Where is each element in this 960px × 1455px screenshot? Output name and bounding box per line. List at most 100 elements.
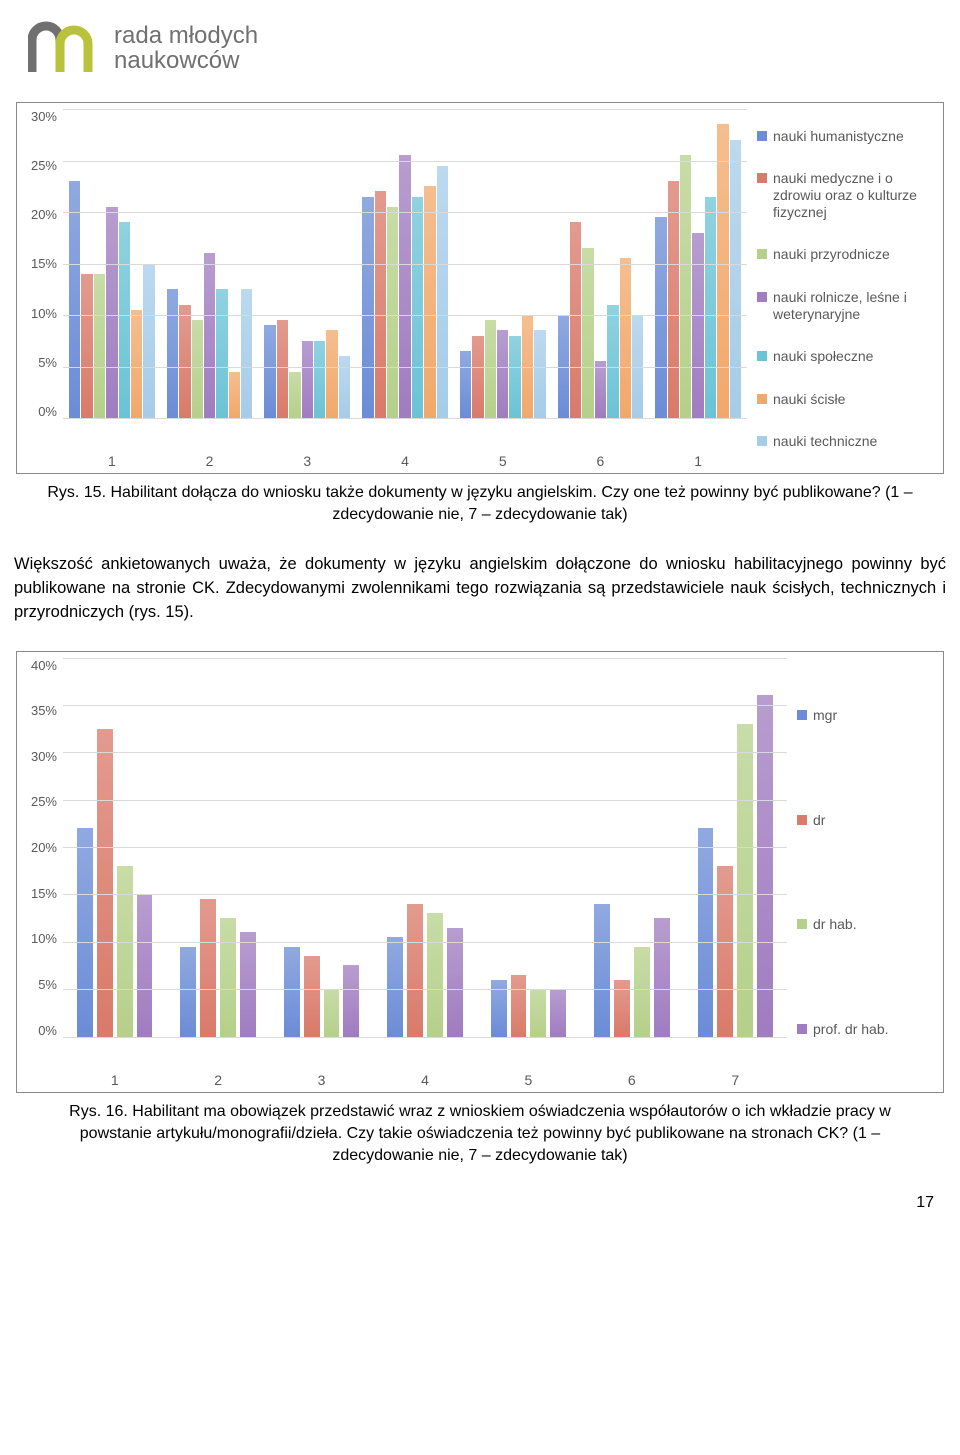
bar	[427, 913, 443, 1036]
legend-item: prof. dr hab.	[797, 1021, 933, 1038]
y-tick: 10%	[31, 306, 57, 321]
legend-swatch	[757, 249, 767, 259]
bar	[757, 695, 773, 1036]
bar	[69, 181, 80, 418]
bar	[302, 341, 313, 418]
bar	[180, 947, 196, 1037]
chart2-x-axis: 1234567	[63, 1072, 787, 1088]
bar	[424, 186, 435, 418]
legend-label: prof. dr hab.	[813, 1021, 889, 1038]
y-tick: 0%	[38, 1023, 57, 1038]
bar	[97, 729, 113, 1037]
y-tick: 30%	[31, 749, 57, 764]
bar	[200, 899, 216, 1036]
bar	[179, 305, 190, 418]
chart1-legend: nauki humanistyczne nauki medyczne i o zd…	[747, 109, 937, 469]
bar	[534, 330, 545, 418]
bar	[607, 305, 618, 418]
legend-item: nauki techniczne	[757, 433, 933, 450]
chart1-grid	[63, 109, 747, 419]
bar	[717, 866, 733, 1037]
bar	[77, 828, 93, 1036]
legend-label: nauki rolnicze, leśne i weterynaryjne	[773, 289, 933, 323]
chart-1: 30%25%20%15%10%5%0% 1234561 nauki humani…	[16, 102, 944, 474]
x-tick: 3	[258, 453, 356, 469]
y-tick: 15%	[31, 886, 57, 901]
bar	[472, 336, 483, 418]
bar	[407, 904, 423, 1037]
legend-swatch	[757, 131, 767, 141]
legend-swatch	[757, 292, 767, 302]
bar	[314, 341, 325, 418]
logo-line1: rada młodych	[114, 23, 258, 48]
legend-label: nauki społeczne	[773, 348, 873, 365]
legend-item: nauki humanistyczne	[757, 128, 933, 145]
y-tick: 5%	[38, 355, 57, 370]
y-tick: 20%	[31, 207, 57, 222]
x-tick: 1	[63, 453, 161, 469]
bar	[717, 124, 728, 418]
chart1-caption: Rys. 15. Habilitant dołącza do wniosku t…	[40, 482, 920, 527]
bar	[204, 253, 215, 418]
bar	[698, 828, 714, 1036]
bar	[216, 289, 227, 418]
bar	[570, 222, 581, 418]
chart-2: 40%35%30%25%20%15%10%5%0% 1234567 mgrdrd…	[16, 651, 944, 1093]
x-tick: 2	[166, 1072, 269, 1088]
bar	[362, 197, 373, 418]
bar	[289, 372, 300, 418]
y-tick: 10%	[31, 931, 57, 946]
bar	[705, 197, 716, 418]
legend-label: nauki przyrodnicze	[773, 246, 890, 263]
x-tick: 2	[161, 453, 259, 469]
bar	[81, 274, 92, 418]
bar	[594, 904, 610, 1037]
chart2-caption: Rys. 16. Habilitant ma obowiązek przedst…	[40, 1101, 920, 1168]
legend-item: dr hab.	[797, 916, 933, 933]
y-tick: 15%	[31, 256, 57, 271]
bar	[511, 975, 527, 1037]
x-tick: 6	[580, 1072, 683, 1088]
x-tick: 1	[649, 453, 747, 469]
legend-swatch	[757, 351, 767, 361]
bar	[412, 197, 423, 418]
bar	[399, 155, 410, 418]
legend-swatch	[757, 436, 767, 446]
chart1-x-axis: 1234561	[63, 453, 747, 469]
legend-swatch	[757, 173, 767, 183]
bar	[94, 274, 105, 418]
legend-label: nauki techniczne	[773, 433, 877, 450]
chart1-y-axis: 30%25%20%15%10%5%0%	[23, 109, 63, 419]
chart2-legend: mgr dr dr hab. prof. dr hab.	[787, 658, 937, 1088]
chart2-grid	[63, 658, 787, 1038]
bar	[620, 258, 631, 418]
y-tick: 30%	[31, 109, 57, 124]
legend-item: dr	[797, 812, 933, 829]
bar	[277, 320, 288, 418]
y-tick: 20%	[31, 840, 57, 855]
x-tick: 4	[356, 453, 454, 469]
legend-label: mgr	[813, 707, 837, 724]
bar	[387, 937, 403, 1036]
bar	[304, 956, 320, 1037]
bar	[192, 320, 203, 418]
bar	[485, 320, 496, 418]
logo-icon	[28, 20, 100, 76]
logo-line2: naukowców	[114, 48, 258, 73]
legend-swatch	[757, 394, 767, 404]
bar	[241, 289, 252, 418]
legend-item: nauki przyrodnicze	[757, 246, 933, 263]
y-tick: 5%	[38, 977, 57, 992]
bar	[324, 989, 340, 1036]
bar	[550, 989, 566, 1036]
bar	[343, 965, 359, 1036]
x-tick: 6	[552, 453, 650, 469]
bar	[497, 330, 508, 418]
bar	[730, 140, 741, 418]
x-tick: 3	[270, 1072, 373, 1088]
bar	[437, 166, 448, 418]
legend-item: nauki medyczne i o zdrowiu oraz o kultur…	[757, 170, 933, 220]
bar	[460, 351, 471, 418]
bar	[284, 947, 300, 1037]
y-tick: 35%	[31, 703, 57, 718]
